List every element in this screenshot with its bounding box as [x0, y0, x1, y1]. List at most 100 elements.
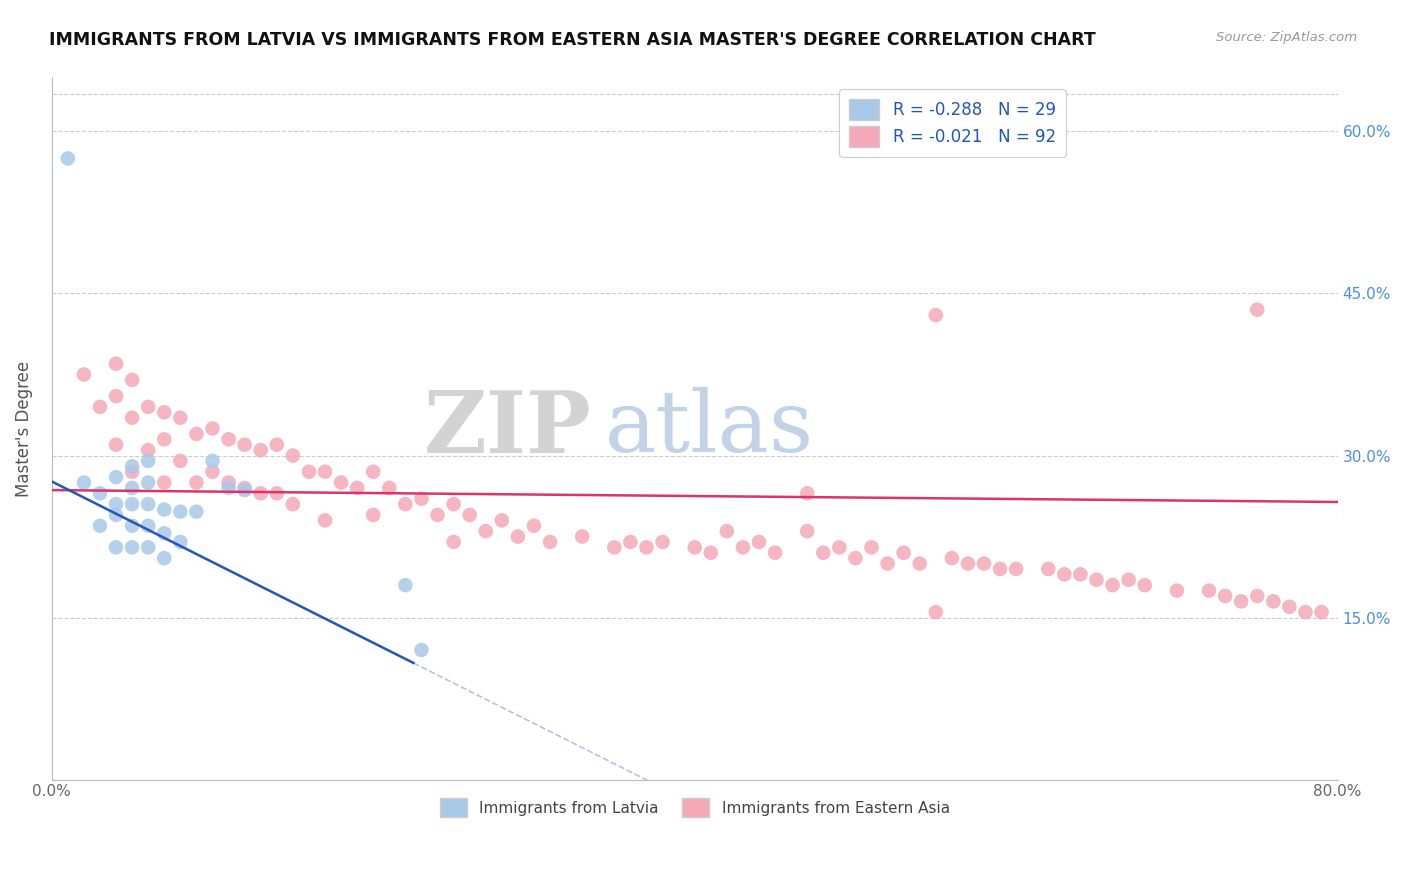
Point	[89, 518, 111, 533]
Point	[651, 535, 673, 549]
Point	[1101, 578, 1123, 592]
Point	[121, 373, 143, 387]
Point	[1053, 567, 1076, 582]
Point	[136, 518, 159, 533]
Point	[201, 454, 224, 468]
Point	[1246, 589, 1268, 603]
Point	[748, 535, 770, 549]
Point	[973, 557, 995, 571]
Point	[281, 497, 304, 511]
Point	[1069, 567, 1091, 582]
Point	[378, 481, 401, 495]
Point	[121, 410, 143, 425]
Point	[1166, 583, 1188, 598]
Point	[121, 459, 143, 474]
Point	[56, 152, 79, 166]
Point	[105, 389, 128, 403]
Point	[1246, 302, 1268, 317]
Legend: Immigrants from Latvia, Immigrants from Eastern Asia: Immigrants from Latvia, Immigrants from …	[432, 790, 957, 824]
Point	[169, 454, 191, 468]
Point	[603, 541, 626, 555]
Point	[1005, 562, 1028, 576]
Point	[169, 535, 191, 549]
Point	[201, 465, 224, 479]
Point	[314, 465, 336, 479]
Point	[491, 513, 513, 527]
Point	[298, 465, 321, 479]
Point	[266, 438, 288, 452]
Point	[218, 481, 240, 495]
Text: IMMIGRANTS FROM LATVIA VS IMMIGRANTS FROM EASTERN ASIA MASTER'S DEGREE CORRELATI: IMMIGRANTS FROM LATVIA VS IMMIGRANTS FRO…	[49, 31, 1095, 49]
Point	[1085, 573, 1108, 587]
Point	[121, 541, 143, 555]
Point	[136, 400, 159, 414]
Point	[361, 465, 384, 479]
Point	[1038, 562, 1060, 576]
Point	[411, 491, 433, 506]
Point	[73, 475, 96, 490]
Point	[153, 502, 176, 516]
Text: ZIP: ZIP	[425, 386, 592, 470]
Point	[443, 535, 465, 549]
Point	[361, 508, 384, 522]
Y-axis label: Master's Degree: Master's Degree	[15, 360, 32, 497]
Point	[876, 557, 898, 571]
Point	[314, 513, 336, 527]
Point	[636, 541, 658, 555]
Text: atlas: atlas	[605, 387, 814, 470]
Point	[73, 368, 96, 382]
Point	[474, 524, 496, 538]
Point	[330, 475, 353, 490]
Point	[700, 546, 723, 560]
Point	[1295, 605, 1317, 619]
Point	[201, 421, 224, 435]
Point	[716, 524, 738, 538]
Point	[153, 526, 176, 541]
Point	[89, 400, 111, 414]
Point	[925, 308, 948, 322]
Point	[925, 605, 948, 619]
Point	[619, 535, 641, 549]
Point	[394, 578, 416, 592]
Point	[169, 410, 191, 425]
Point	[153, 475, 176, 490]
Point	[136, 475, 159, 490]
Point	[1198, 583, 1220, 598]
Point	[538, 535, 561, 549]
Point	[153, 433, 176, 447]
Point	[1230, 594, 1253, 608]
Point	[956, 557, 979, 571]
Point	[281, 449, 304, 463]
Point	[266, 486, 288, 500]
Point	[105, 508, 128, 522]
Point	[218, 475, 240, 490]
Point	[394, 497, 416, 511]
Point	[121, 481, 143, 495]
Point	[89, 486, 111, 500]
Point	[169, 505, 191, 519]
Point	[186, 426, 208, 441]
Point	[121, 465, 143, 479]
Point	[1278, 599, 1301, 614]
Text: Source: ZipAtlas.com: Source: ZipAtlas.com	[1216, 31, 1357, 45]
Point	[796, 486, 818, 500]
Point	[506, 530, 529, 544]
Point	[1213, 589, 1236, 603]
Point	[1118, 573, 1140, 587]
Point	[988, 562, 1011, 576]
Point	[136, 443, 159, 458]
Point	[523, 518, 546, 533]
Point	[105, 470, 128, 484]
Point	[813, 546, 835, 560]
Point	[105, 541, 128, 555]
Point	[249, 443, 271, 458]
Point	[121, 497, 143, 511]
Point	[233, 483, 256, 497]
Point	[105, 497, 128, 511]
Point	[1133, 578, 1156, 592]
Point	[941, 551, 963, 566]
Point	[233, 438, 256, 452]
Point	[186, 475, 208, 490]
Point	[105, 438, 128, 452]
Point	[828, 541, 851, 555]
